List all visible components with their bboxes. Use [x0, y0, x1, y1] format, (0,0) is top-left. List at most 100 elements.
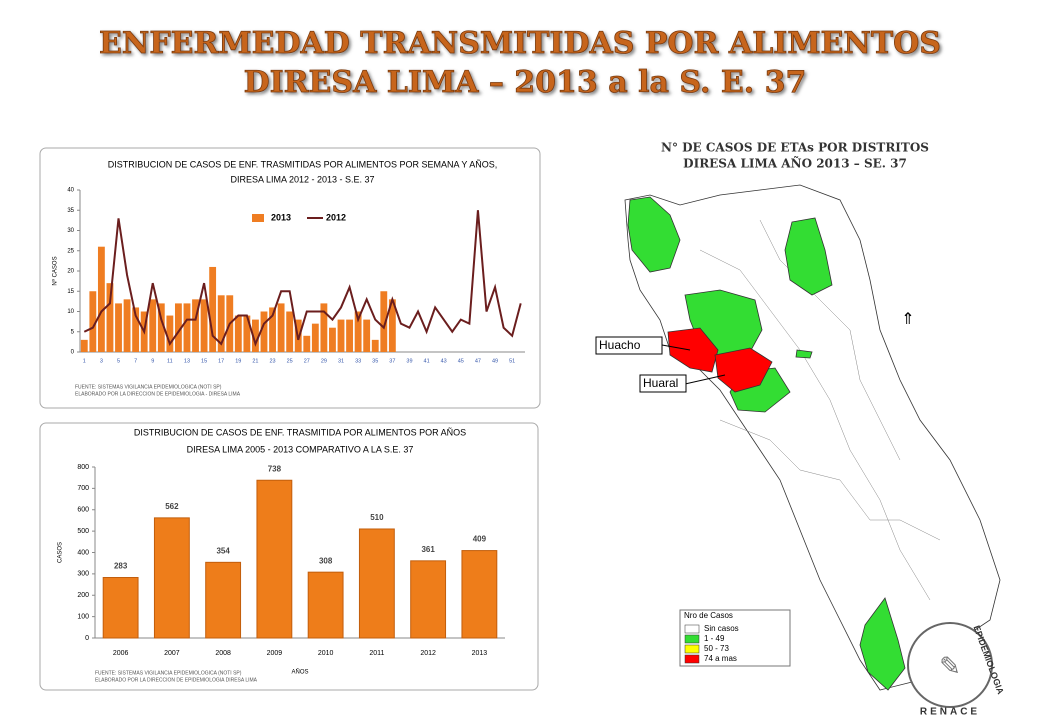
bar: [166, 315, 174, 352]
bar: [217, 295, 225, 352]
y-tick-label: 30: [67, 228, 74, 234]
x-tick-label: 25: [287, 358, 293, 364]
bar: [311, 323, 319, 352]
bar: [363, 319, 371, 352]
bar: [303, 335, 311, 352]
source: FUENTE: SISTEMAS VIGILANCIA EPIDEMIOLOGI…: [75, 384, 222, 390]
x-tick-label: 3: [100, 358, 103, 364]
data-label: 308: [319, 556, 333, 565]
legend-label: 2013: [271, 212, 291, 222]
bar: [209, 266, 217, 352]
x-tick-label: 2007: [164, 650, 180, 657]
y-tick-label: 100: [77, 613, 89, 620]
bar: [260, 311, 268, 352]
chart-title: DIRESA LIMA 2012 - 2013 - S.E. 37: [230, 174, 374, 184]
bar: [243, 315, 251, 352]
x-tick-label: 33: [355, 358, 361, 364]
bar: [157, 303, 165, 352]
bar: [371, 339, 379, 352]
logo: [907, 622, 993, 708]
data-label: 562: [165, 502, 179, 511]
source: FUENTE: SISTEMAS VIGILANCIA EPIDEMIOLOGI…: [95, 670, 242, 676]
x-tick-label: 2012: [420, 650, 436, 657]
bar: [256, 479, 293, 639]
pointer: [661, 344, 691, 351]
x-tick-label: 27: [304, 358, 310, 364]
x-tick-label: 2009: [267, 650, 283, 657]
data-label: 738: [268, 464, 282, 473]
legend-swatch: [684, 644, 700, 654]
chart-panel: [39, 147, 541, 409]
x-tick-label: 17: [218, 358, 224, 364]
north-arrow: ⇑: [901, 311, 914, 328]
bar: [337, 319, 345, 352]
legend-swatch: [684, 634, 700, 644]
x-tick-label: 45: [458, 358, 464, 364]
bar: [132, 307, 140, 352]
y-tick-label: 800: [77, 464, 89, 471]
chart-title: DISTRIBUCION DE CASOS DE ENF. TRASMITIDA…: [134, 427, 466, 437]
y-tick-label: 0: [85, 635, 89, 642]
map-legend-title: Nro de Casos: [684, 611, 733, 620]
legend-label: 2012: [326, 212, 346, 222]
bar: [354, 311, 362, 352]
x-tick-label: 23: [269, 358, 275, 364]
legend-label: Sin casos: [704, 624, 739, 633]
title-line: ENFERMEDAD TRANSMITIDAS POR ALIMENTOS: [99, 26, 941, 61]
x-tick-label: 43: [441, 358, 447, 364]
y-tick-label: 0: [71, 350, 75, 356]
x-tick-label: 2008: [215, 650, 231, 657]
y-tick-label: 400: [77, 549, 89, 556]
bar: [307, 571, 344, 639]
x-axis-label: AÑOS: [291, 669, 308, 676]
chart-title: DISTRIBUCION DE CASOS DE ENF. TRASMITIDA…: [108, 159, 497, 169]
y-axis-label: CASOS: [58, 542, 64, 563]
bar: [106, 283, 114, 352]
legend-label: 74 a mas: [704, 654, 737, 663]
bar: [183, 303, 191, 352]
chart-title: DIRESA LIMA 2005 - 2013 COMPARATIVO A LA…: [187, 444, 414, 454]
y-tick-label: 200: [77, 592, 89, 599]
bar: [277, 303, 285, 352]
source: ELABORADO POR LA DIRECCION DE EPIDEMIOLO…: [95, 677, 258, 683]
y-tick-label: 20: [67, 269, 74, 275]
bar: [102, 577, 139, 639]
bar: [346, 319, 353, 352]
legend-label: 1 - 49: [704, 634, 725, 643]
x-tick-label: 37: [389, 358, 395, 364]
line: [83, 210, 522, 347]
bar: [286, 311, 294, 352]
logo-icon: ✎: [939, 651, 961, 681]
x-tick-label: 29: [321, 358, 327, 364]
data-label: 354: [216, 546, 230, 555]
x-tick-label: 41: [424, 358, 430, 364]
x-tick-label: 47: [475, 358, 481, 364]
data-label: 409: [473, 535, 487, 544]
data-label: 361: [421, 545, 435, 554]
x-tick-label: 7: [134, 358, 137, 364]
y-tick-label: 10: [67, 309, 74, 315]
y-tick-label: 5: [71, 329, 75, 335]
x-tick-label: 39: [406, 358, 412, 364]
bar: [320, 303, 328, 352]
bar: [461, 550, 498, 639]
y-tick-label: 300: [77, 571, 89, 578]
bar: [115, 303, 122, 352]
bar: [200, 299, 208, 352]
title-line: DIRESA LIMA – 2013 a la S. E. 37: [244, 65, 807, 100]
bar: [269, 307, 276, 352]
bar: [252, 319, 259, 352]
x-tick-label: 51: [509, 358, 515, 364]
bar: [153, 517, 190, 639]
x-tick-label: 19: [235, 358, 241, 364]
data-label: 510: [370, 513, 384, 522]
map-label: Huacho: [599, 338, 641, 352]
legend-label: 50 - 73: [704, 644, 729, 653]
x-tick-label: 21: [252, 358, 258, 364]
bar: [329, 327, 336, 352]
y-tick-label: 700: [77, 485, 89, 492]
bar: [80, 339, 88, 352]
map: [624, 184, 1001, 691]
map-title: DIRESA LIMA AÑO 2013 – SE. 37: [683, 156, 907, 171]
pointer: [684, 374, 726, 385]
